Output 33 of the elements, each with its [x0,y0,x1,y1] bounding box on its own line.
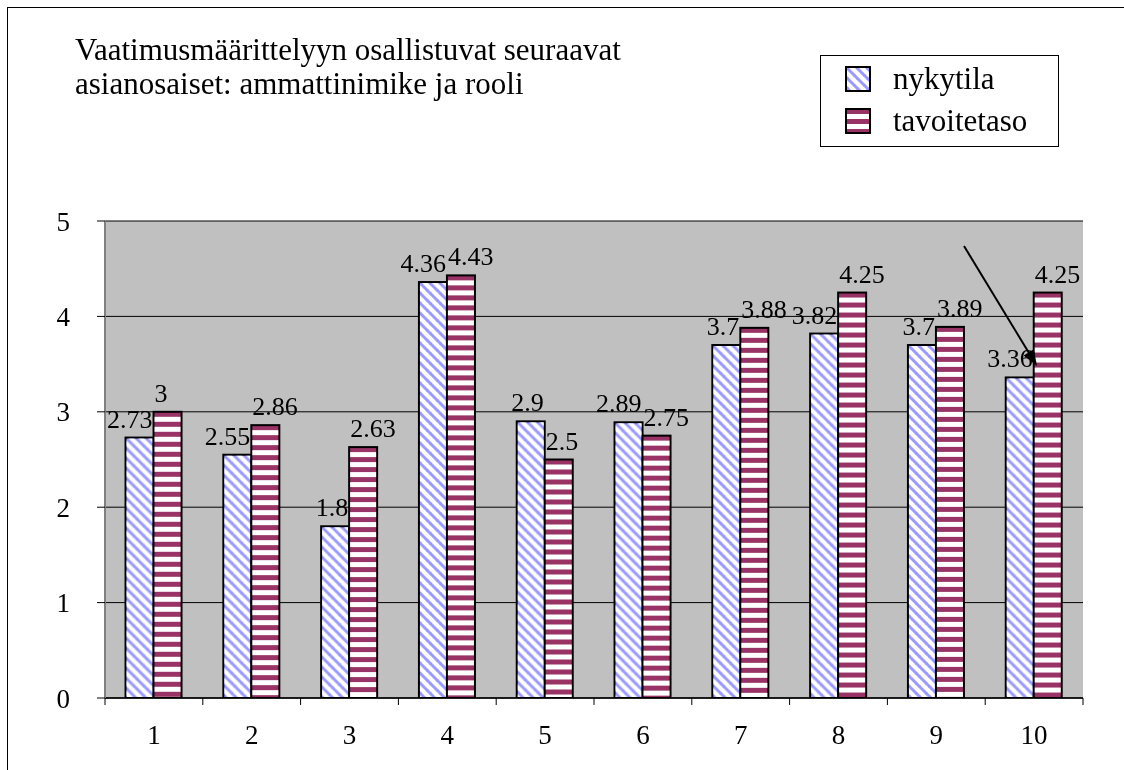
x-tick-label: 7 [733,720,748,751]
data-label: 3.7 [902,312,935,342]
data-label: 2.5 [545,426,579,456]
x-tick-label: 9 [929,720,944,751]
x-tick-label: 2 [244,720,259,751]
x-tick-label: 10 [1020,720,1048,751]
data-label: 2.63 [350,414,396,444]
data-label: 4.25 [839,259,885,289]
data-label: 2.89 [596,389,642,419]
chart-title: Vaatimusmäärittelyyn osallistuvat seuraavat asianosaiset: ammattinimike ja rooli [75,32,622,101]
legend-label: nykytila [893,61,995,97]
x-tick-label: 8 [831,720,846,751]
data-label: 4.36 [400,249,446,279]
x-tick-label: 6 [636,720,650,751]
y-tick-label: 3 [56,397,70,428]
data-label: 2.73 [107,404,153,434]
data-label: 2.55 [204,421,251,451]
data-label: 3.89 [936,293,983,323]
data-label: 4.25 [1034,259,1081,289]
data-label: 4.43 [447,242,494,272]
y-tick-label: 0 [56,683,70,714]
y-tick-label: 2 [56,492,70,523]
data-label: 3 [154,378,168,408]
x-tick-label: 4 [440,720,455,751]
x-tick-label: 5 [538,720,552,751]
y-tick-label: 5 [56,206,70,237]
y-tick-label: 4 [56,301,71,332]
data-label: 3.7 [706,312,740,342]
legend-label: tavoitetaso [893,103,1028,139]
x-tick-label: 3 [342,720,357,751]
data-label: 2.9 [511,388,544,418]
x-tick-label: 1 [147,720,161,751]
y-tick-label: 1 [56,588,70,619]
